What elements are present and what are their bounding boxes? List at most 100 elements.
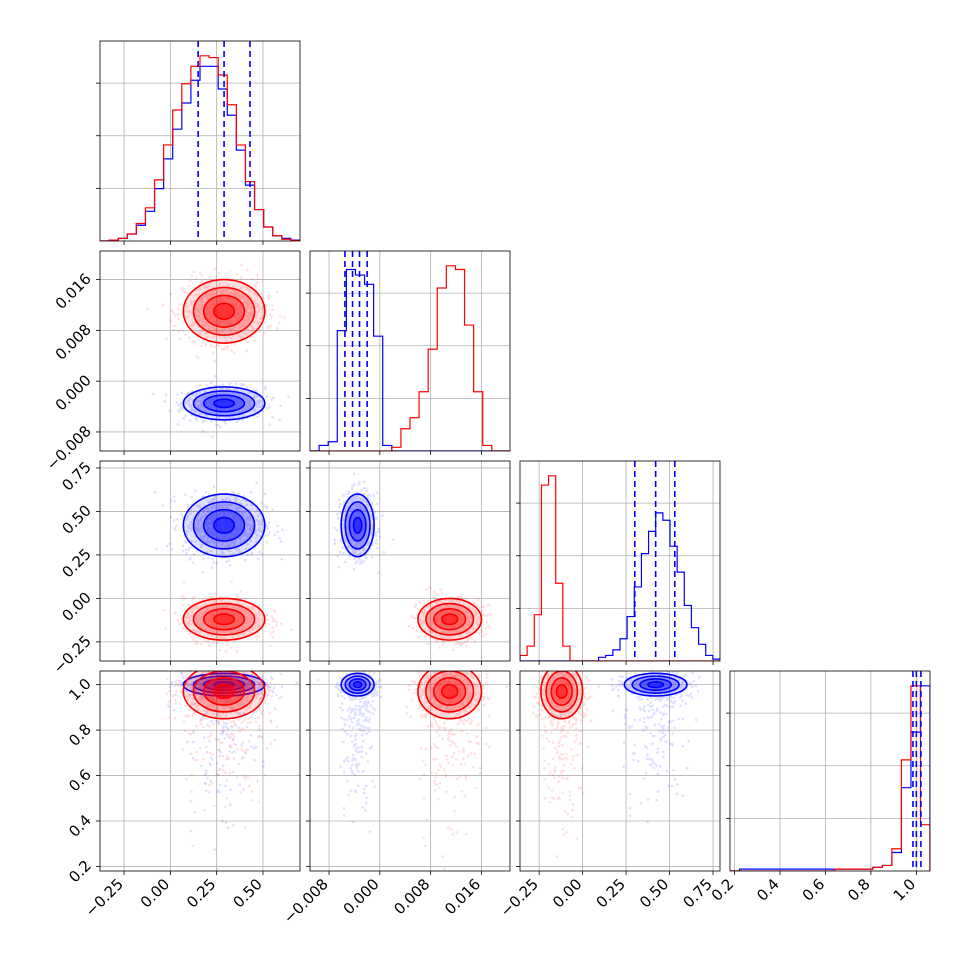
scatter-point: [256, 277, 260, 280]
scatter-point: [266, 325, 270, 328]
scatter-point: [437, 617, 441, 621]
scatter-point: [350, 518, 353, 522]
scatter-point: [216, 513, 220, 517]
scatter-point: [181, 676, 185, 680]
scatter-point: [234, 392, 238, 396]
scatter-point: [435, 621, 439, 624]
scatter-point: [456, 595, 460, 599]
scatter-point: [354, 551, 357, 554]
scatter-point: [228, 407, 232, 411]
scatter-point: [246, 400, 250, 404]
scatter-point: [347, 492, 351, 495]
scatter-point: [217, 604, 220, 608]
scatter-point: [350, 506, 354, 509]
scatter-point: [200, 412, 203, 416]
scatter-point: [345, 492, 349, 495]
scatter-point: [204, 610, 207, 614]
scatter-point: [251, 525, 255, 528]
scatter-point: [208, 410, 212, 414]
scatter-point: [363, 548, 366, 552]
scatter-point: [365, 556, 368, 560]
scatter-point: [213, 321, 216, 325]
scatter-point: [221, 603, 225, 607]
scatter-point: [236, 629, 239, 632]
scatter-point: [435, 618, 439, 622]
scatter-point: [241, 382, 244, 386]
scatter-point: [271, 396, 275, 400]
scatter-point: [235, 611, 239, 615]
scatter-point: [254, 625, 257, 628]
scatter-point: [170, 548, 174, 551]
scatter-point: [243, 609, 247, 613]
scatter-point: [431, 611, 434, 615]
scatter-point: [220, 819, 224, 823]
scatter-point: [358, 520, 361, 524]
scatter-point: [268, 313, 272, 316]
scatter-point: [226, 311, 230, 314]
scatter-point: [428, 629, 432, 632]
scatter-point: [212, 302, 216, 306]
scatter-point: [220, 320, 224, 324]
scatter-point: [341, 546, 345, 549]
scatter-point: [217, 314, 221, 317]
scatter-point: [209, 532, 212, 536]
scatter-point: [353, 536, 357, 540]
scatter-point: [199, 311, 202, 315]
scatter-point: [247, 314, 251, 318]
scatter-point: [205, 524, 209, 527]
scatter-point: [343, 538, 347, 542]
scatter-point: [380, 514, 384, 518]
scatter-point: [206, 618, 210, 621]
scatter-point: [359, 505, 363, 509]
scatter-point: [245, 553, 249, 557]
scatter-point: [208, 399, 212, 402]
scatter-point: [431, 620, 434, 623]
scatter-point: [210, 719, 214, 723]
scatter-point: [346, 519, 350, 522]
scatter-point: [242, 407, 246, 410]
scatter-point: [200, 618, 203, 622]
scatter-point: [436, 639, 440, 642]
scatter-point: [233, 629, 237, 632]
scatter-point: [427, 629, 431, 633]
scatter-point: [257, 686, 260, 689]
scatter-point: [204, 782, 207, 785]
scatter-point: [186, 623, 189, 626]
scatter-point: [213, 387, 217, 391]
scatter-point: [204, 490, 208, 494]
scatter-point: [212, 499, 216, 502]
scatter-point: [352, 533, 356, 537]
scatter-point: [198, 413, 201, 416]
scatter-point: [227, 322, 230, 326]
scatter-point: [190, 496, 193, 499]
scatter-point: [170, 499, 173, 502]
scatter-point: [186, 392, 189, 395]
scatter-point: [187, 284, 191, 288]
scatter-point: [246, 748, 249, 751]
scatter-point: [191, 606, 195, 610]
scatter-point: [190, 790, 193, 793]
scatter-point: [206, 285, 210, 289]
scatter-point: [206, 510, 210, 514]
scatter-point: [243, 633, 247, 637]
scatter-point: [235, 532, 238, 536]
scatter-point: [338, 502, 342, 506]
scatter-point: [199, 527, 203, 530]
scatter-point: [419, 622, 423, 625]
scatter-point: [206, 609, 209, 613]
scatter-point: [228, 503, 231, 507]
scatter-point: [354, 542, 358, 546]
scatter-point: [218, 537, 222, 540]
scatter-point: [204, 627, 208, 631]
scatter-point: [204, 789, 208, 793]
scatter-point: [476, 616, 480, 620]
scatter-point: [196, 310, 200, 314]
scatter-point: [196, 522, 200, 526]
scatter-point: [187, 684, 191, 688]
scatter-point: [236, 612, 239, 615]
scatter-point: [258, 550, 261, 554]
scatter-point: [211, 312, 214, 315]
scatter-point: [473, 614, 477, 618]
scatter-point: [438, 606, 442, 609]
scatter-point: [465, 624, 469, 627]
